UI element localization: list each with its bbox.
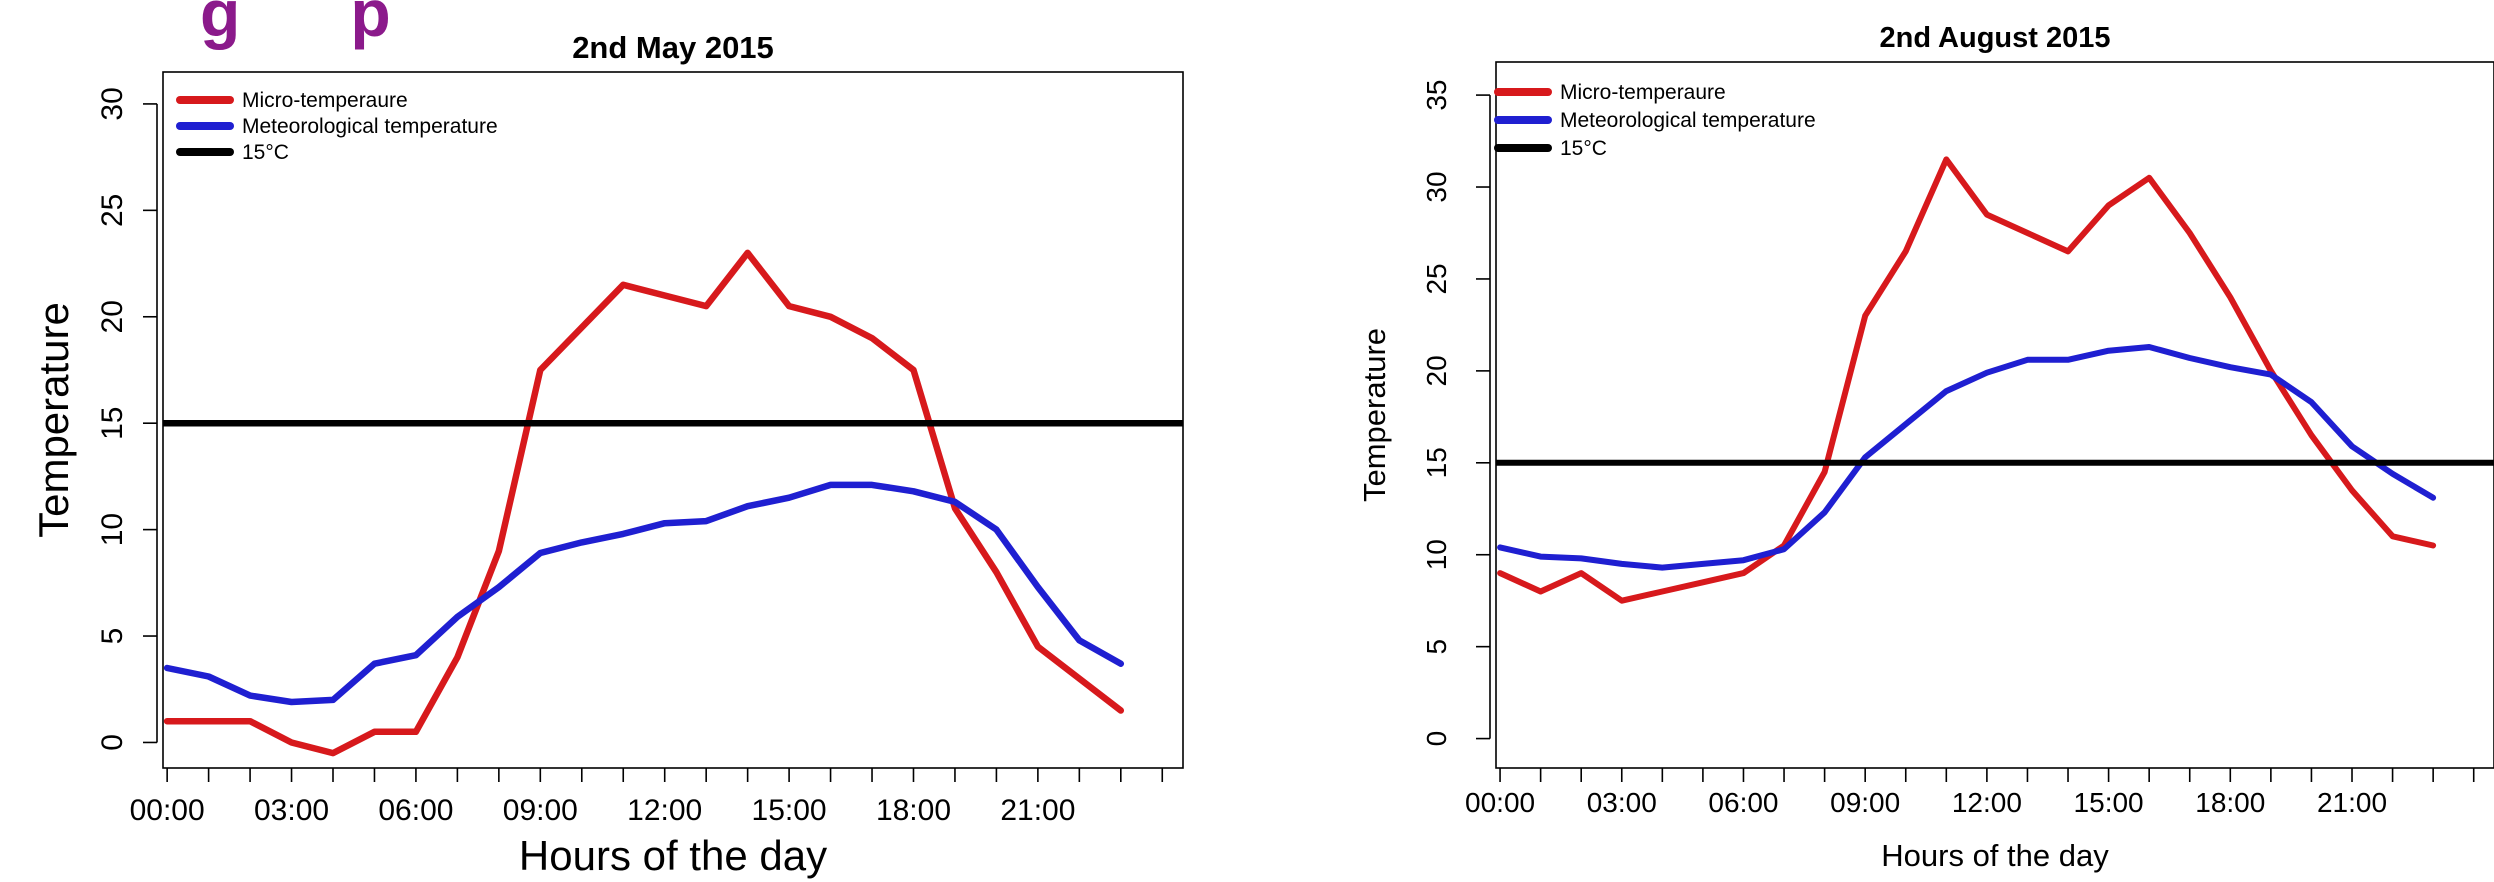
legend: Micro-temperaure Meteorological temperatu… xyxy=(1494,81,1816,160)
legend-label: Micro-temperaure xyxy=(242,89,408,112)
y-tick-label: 25 xyxy=(96,194,129,227)
y-tick-label: 15 xyxy=(96,407,129,440)
y-axis-title: Temperature xyxy=(1357,328,1392,502)
x-tick-label: 09:00 xyxy=(1830,787,1900,818)
x-tick-label: 18:00 xyxy=(876,794,951,827)
x-tick-label: 21:00 xyxy=(1000,794,1075,827)
cropped-header-text: g p xyxy=(200,0,391,50)
x-tick-label: 15:00 xyxy=(2074,787,2144,818)
x-tick-label: 21:00 xyxy=(2317,787,2387,818)
x-tick-label: 03:00 xyxy=(254,794,329,827)
plot-frame xyxy=(1495,61,2494,769)
x-axis-title: Hours of the day xyxy=(1881,838,2109,873)
x-tick-label: 15:00 xyxy=(752,794,827,827)
y-tick-label: 0 xyxy=(96,734,129,751)
chart-title: 2nd May 2015 xyxy=(572,30,774,65)
x-tick-label: 03:00 xyxy=(1587,787,1657,818)
legend: Micro-temperaure Meteorological temperatu… xyxy=(176,89,498,164)
legend-label: 15°C xyxy=(1560,137,1607,160)
x-tick-label: 12:00 xyxy=(627,794,702,827)
y-tick-label: 20 xyxy=(1421,355,1452,386)
legend-label: Meteorological temperature xyxy=(242,115,498,138)
y-tick-label: 35 xyxy=(1421,80,1452,111)
x-axis-title: Hours of the day xyxy=(519,832,827,879)
plot-area xyxy=(1496,156,2494,604)
y-tick-label: 0 xyxy=(1421,731,1452,747)
legend-label: Meteorological temperature xyxy=(1560,109,1816,132)
y-tick-label: 10 xyxy=(1421,539,1452,570)
x-tick-label: 00:00 xyxy=(1465,787,1535,818)
y-tick-label: 15 xyxy=(1421,447,1452,478)
y-axis-title: Temperature xyxy=(30,302,77,538)
y-tick-label: 10 xyxy=(96,513,129,546)
x-tick-label: 06:00 xyxy=(378,794,453,827)
y-tick-label: 30 xyxy=(96,87,129,120)
legend-label: 15°C xyxy=(242,141,289,164)
x-tick-label: 06:00 xyxy=(1708,787,1778,818)
chart-title: 2nd August 2015 xyxy=(1880,22,2111,54)
y-tick-label: 5 xyxy=(1421,639,1452,655)
y-tick-label: 5 xyxy=(96,628,129,645)
series-line-micro-temperature xyxy=(163,249,1125,757)
plot-area xyxy=(163,249,1183,757)
x-tick-label: 00:00 xyxy=(130,794,205,827)
y-tick-label: 25 xyxy=(1421,263,1452,294)
x-tick-label: 12:00 xyxy=(1952,787,2022,818)
legend-label: Micro-temperaure xyxy=(1560,81,1726,104)
y-tick-label: 20 xyxy=(96,300,129,333)
x-tick-label: 18:00 xyxy=(2195,787,2265,818)
chart-may-2015: 2nd May 2015 00:00 03:00 06:00 09:00 12:00 15:… xyxy=(30,30,1184,879)
y-tick-label: 30 xyxy=(1421,171,1452,202)
series-line-meteorological-temperature xyxy=(163,481,1125,706)
x-tick-label: 09:00 xyxy=(503,794,578,827)
chart-august-2015: 2nd August 2015 00:00 03:00 06:00 09:00 12:00… xyxy=(1357,22,2494,873)
series-line-meteorological-temperature xyxy=(1497,344,2437,571)
